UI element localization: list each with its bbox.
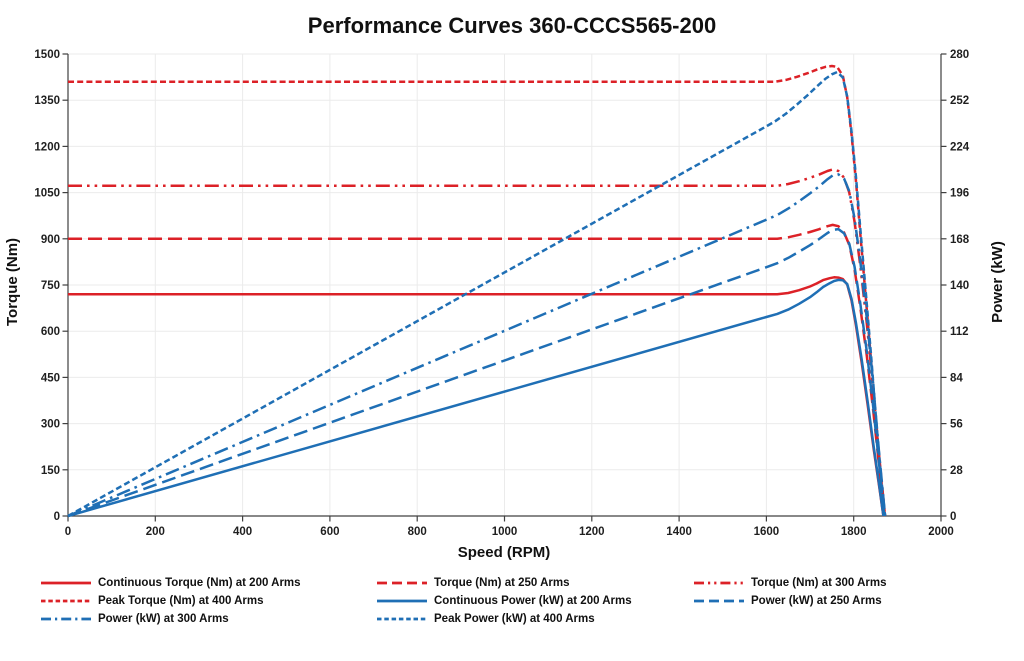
- legend-swatch-peak-torque-400-arms: [41, 599, 91, 603]
- legend-label: Peak Torque (Nm) at 400 Arms: [98, 595, 264, 607]
- y-left-tick-label: 1050: [34, 188, 60, 200]
- x-tick-label: 400: [233, 526, 252, 538]
- x-tick-label: 1000: [492, 526, 518, 538]
- legend-item-power-250-arms: Power (kW) at 250 Arms: [693, 595, 1012, 607]
- series-path-torque-250-arms: [68, 223, 886, 517]
- legend-swatch-torque-300-arms: [694, 581, 744, 585]
- performance-chart: 0 200 400 600 800 1000 1200 1400 1600 1800 2000015…: [4, 49, 1006, 561]
- legend-swatch-continuous-torque-200-arms: [41, 581, 91, 585]
- series-path-continuous-power-200-arms: [67, 278, 885, 518]
- x-axis-title: Speed (RPM): [458, 544, 551, 561]
- y-left-tick-label: 0: [54, 511, 60, 523]
- y-left-tick-label: 1350: [34, 95, 60, 107]
- legend-item-peak-power-400-arms: Peak Power (kW) at 400 Arms: [376, 613, 693, 625]
- x-tick-label: 0: [65, 526, 71, 538]
- legend-swatch-continuous-power-200-arms: [377, 599, 427, 603]
- legend-item-peak-torque-400-arms: Peak Torque (Nm) at 400 Arms: [40, 595, 376, 607]
- legend-label: Peak Power (kW) at 400 Arms: [434, 613, 595, 625]
- chart-legend: Continuous Torque (Nm) at 200 Arms Torque…: [40, 577, 1012, 625]
- legend-label: Power (kW) at 250 Arms: [751, 595, 882, 607]
- chart-title: Performance Curves 360-CCCS565-200: [307, 13, 717, 38]
- y-right-tick-label: 84: [950, 372, 963, 384]
- y-left-tick-label: 600: [41, 326, 60, 338]
- x-tick-label: 2000: [928, 526, 954, 538]
- y-right-tick-label: 140: [950, 280, 969, 292]
- legend-swatch-power-300-arms: [41, 617, 91, 621]
- y-right-tick-label: 0: [950, 511, 956, 523]
- series-path-power-250-arms: [67, 227, 886, 518]
- legend-swatch-power-250-arms: [694, 599, 744, 603]
- legend-item-continuous-torque-200-arms: Continuous Torque (Nm) at 200 Arms: [40, 577, 376, 589]
- legend-item-power-300-arms: Power (kW) at 300 Arms: [40, 613, 376, 625]
- y-left-tick-label: 300: [41, 419, 60, 431]
- legend-item-continuous-power-200-arms: Continuous Power (kW) at 200 Arms: [376, 595, 693, 607]
- y-left-tick-label: 1500: [34, 49, 60, 61]
- series-path-power-300-arms: [67, 173, 887, 518]
- y-left-tick-label: 150: [41, 465, 60, 477]
- legend-label: Torque (Nm) at 300 Arms: [751, 577, 887, 589]
- y-right-tick-label: 280: [950, 49, 969, 61]
- y-right-tick-label: 224: [950, 141, 970, 153]
- legend-item-torque-250-arms: Torque (Nm) at 250 Arms: [376, 577, 693, 589]
- y-left-tick-label: 750: [41, 280, 60, 292]
- legend-label: Continuous Torque (Nm) at 200 Arms: [98, 577, 301, 589]
- y-right-tick-label: 196: [950, 188, 969, 200]
- y-left-tick-label: 900: [41, 234, 60, 246]
- x-tick-label: 800: [408, 526, 427, 538]
- y-right-tick-label: 56: [950, 419, 963, 431]
- y-left-tick-label: 1200: [34, 141, 60, 153]
- y-right-tick-label: 168: [950, 234, 970, 246]
- y-right-tick-label: 28: [950, 465, 963, 477]
- legend-item-torque-300-arms: Torque (Nm) at 300 Arms: [693, 577, 1012, 589]
- legend-label: Power (kW) at 300 Arms: [98, 613, 229, 625]
- series-path-peak-power-400-arms: [67, 70, 887, 518]
- legend-swatch-torque-250-arms: [377, 581, 427, 585]
- y-axis-left-title: Torque (Nm): [4, 238, 21, 326]
- legend-label: Torque (Nm) at 250 Arms: [434, 577, 570, 589]
- y-right-tick-label: 252: [950, 95, 969, 107]
- x-tick-label: 200: [146, 526, 165, 538]
- y-axis-right-title: Power (kW): [989, 241, 1006, 323]
- legend-swatch-peak-power-400-arms: [377, 617, 427, 621]
- legend-label: Continuous Power (kW) at 200 Arms: [434, 595, 632, 607]
- y-right-tick-label: 112: [950, 326, 969, 338]
- x-tick-label: 1200: [579, 526, 605, 538]
- x-tick-label: 1800: [841, 526, 867, 538]
- x-tick-label: 1400: [666, 526, 692, 538]
- x-tick-label: 1600: [754, 526, 780, 538]
- x-tick-label: 600: [320, 526, 339, 538]
- y-left-tick-label: 450: [41, 372, 60, 384]
- series-path-torque-300-arms: [68, 168, 887, 517]
